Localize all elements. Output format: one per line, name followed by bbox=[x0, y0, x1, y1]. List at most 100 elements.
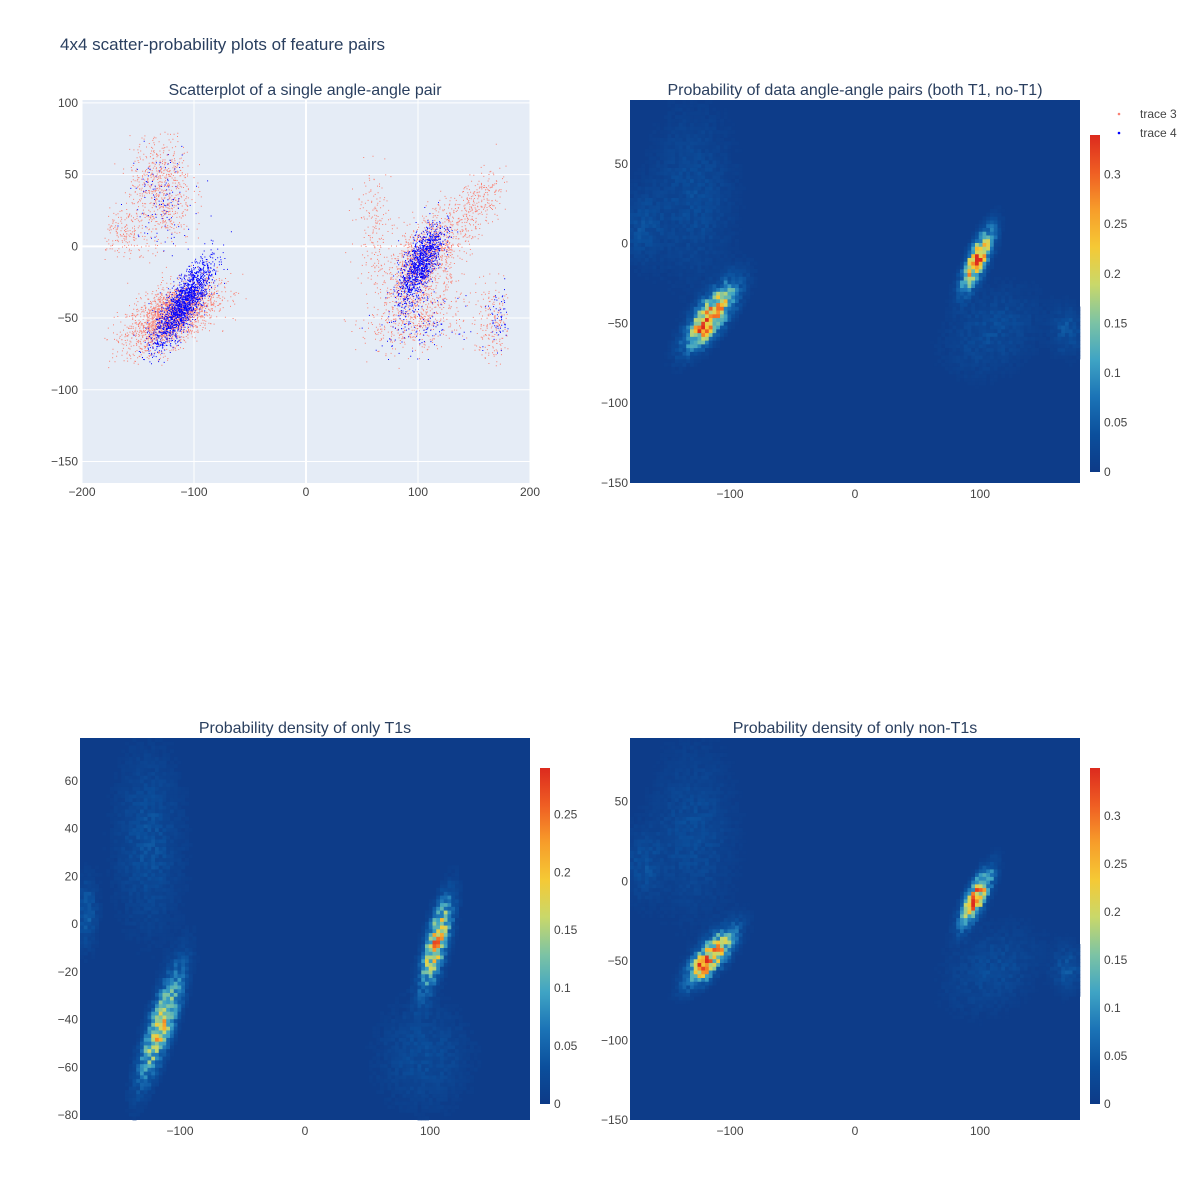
heatmap-cell bbox=[705, 347, 710, 352]
heatmap-cell bbox=[982, 329, 987, 334]
legend-item-trace4[interactable]: trace 4 bbox=[1117, 126, 1177, 140]
heatmap-cell bbox=[166, 1026, 171, 1031]
heatmap-cell bbox=[678, 280, 683, 285]
heatmap-cell bbox=[1053, 351, 1058, 356]
heatmap-cell bbox=[428, 1063, 433, 1068]
heatmap-cell bbox=[155, 996, 160, 1001]
heatmap-cell bbox=[140, 1041, 145, 1046]
heatmap-cell bbox=[667, 160, 672, 165]
heatmap-cell bbox=[686, 205, 691, 210]
heatmap-cell bbox=[667, 272, 672, 277]
heatmap-cell bbox=[978, 302, 983, 307]
heatmap-cell bbox=[1072, 306, 1077, 311]
heatmap-cell bbox=[170, 1026, 175, 1031]
heatmap-cell bbox=[95, 884, 100, 889]
heatmap-cell bbox=[975, 235, 980, 240]
heatmap-cell bbox=[170, 1045, 175, 1050]
heatmap-cell bbox=[188, 951, 193, 956]
heatmap-cell bbox=[963, 250, 968, 255]
heatmap-cell bbox=[682, 133, 687, 138]
heatmap-cell bbox=[136, 1075, 141, 1080]
heatmap-cell bbox=[125, 872, 130, 877]
heatmap-cell bbox=[675, 265, 680, 270]
heatmap-cell bbox=[425, 1000, 430, 1005]
heatmap-cell bbox=[678, 182, 683, 187]
heatmap-cell bbox=[432, 940, 437, 945]
heatmap-cell bbox=[682, 126, 687, 131]
heatmap-cell bbox=[380, 1022, 385, 1027]
heatmap-cell bbox=[693, 302, 698, 307]
scatter-xtick-label: −100 bbox=[180, 485, 207, 499]
heatmap-cell bbox=[720, 299, 725, 304]
heatmap-cell bbox=[155, 865, 160, 870]
heatmap-cell bbox=[682, 231, 687, 236]
heatmap-cell bbox=[428, 1090, 433, 1095]
heatmap-t1-cells[interactable] bbox=[80, 738, 530, 1121]
heatmap-cell bbox=[682, 145, 687, 150]
heatmap-cell bbox=[395, 1041, 400, 1046]
heatmap-cell bbox=[428, 1071, 433, 1076]
heatmap-cell bbox=[162, 839, 167, 844]
heatmap-cell bbox=[686, 212, 691, 217]
heatmap-cell bbox=[140, 1097, 145, 1102]
heatmap-cell bbox=[451, 1015, 456, 1020]
heatmap-cell bbox=[723, 287, 728, 292]
heatmap-cell bbox=[690, 257, 695, 262]
heatmap-cell bbox=[630, 220, 635, 225]
heatmap-cell bbox=[693, 287, 698, 292]
heatmap-cell bbox=[117, 872, 122, 877]
legend: trace 3 trace 4 bbox=[1117, 107, 1177, 140]
heatmap-cell bbox=[986, 321, 991, 326]
legend-item-trace3[interactable]: trace 3 bbox=[1117, 107, 1177, 121]
heatmap-cell bbox=[398, 1090, 403, 1095]
heatmap-cell bbox=[158, 921, 163, 926]
heatmap-cell bbox=[166, 929, 171, 934]
heatmap-cell bbox=[387, 1033, 392, 1038]
heatmap-cell bbox=[723, 223, 728, 228]
heatmap-cell bbox=[971, 344, 976, 349]
heatmap-cell bbox=[967, 325, 972, 330]
heatmap-cell bbox=[158, 771, 163, 776]
heatmap-cell bbox=[682, 103, 687, 108]
heatmap-both-cells[interactable] bbox=[630, 100, 1081, 483]
heatmap-cell bbox=[410, 1060, 415, 1065]
heatmap-cell bbox=[686, 261, 691, 266]
heatmap-cell bbox=[986, 310, 991, 315]
heatmap-cell bbox=[1027, 332, 1032, 337]
heatmap-cell bbox=[731, 175, 736, 180]
heatmap-cell bbox=[410, 966, 415, 971]
heatmap-cell bbox=[971, 253, 976, 258]
heatmap-cell bbox=[80, 951, 85, 956]
heatmap-cell bbox=[671, 250, 676, 255]
heatmap-cell bbox=[971, 280, 976, 285]
heatmap-cell bbox=[365, 1045, 370, 1050]
heatmap-cell bbox=[117, 782, 122, 787]
heatmap-cell bbox=[155, 869, 160, 874]
heatmap-cell bbox=[712, 137, 717, 142]
heatmap-cell bbox=[155, 805, 160, 810]
heatmap-cell bbox=[166, 914, 171, 919]
heatmap-cell bbox=[675, 340, 680, 345]
heatmap-cell bbox=[406, 1071, 411, 1076]
heatmap-cell bbox=[143, 812, 148, 817]
heatmap-cell bbox=[177, 970, 182, 975]
heatmap-cell bbox=[971, 242, 976, 247]
heatmap-cell bbox=[170, 786, 175, 791]
heatmap-cell bbox=[436, 1108, 441, 1113]
heatmap-cell bbox=[372, 1056, 377, 1061]
heatmap-cell bbox=[117, 842, 122, 847]
heatmap-cell bbox=[110, 839, 115, 844]
heatmap-cell bbox=[158, 880, 163, 885]
heatmap-cell bbox=[440, 1108, 445, 1113]
heatmap-cell bbox=[648, 171, 653, 176]
heatmap-cell bbox=[177, 988, 182, 993]
heatmap-cell bbox=[436, 936, 441, 941]
heatmap-cell bbox=[155, 1048, 160, 1053]
heatmap-cell bbox=[671, 156, 676, 161]
heatmap-cell bbox=[1012, 306, 1017, 311]
heatmap-cell bbox=[671, 235, 676, 240]
heatmap-cell bbox=[708, 257, 713, 262]
heatmap-cell bbox=[170, 816, 175, 821]
heatmap-cell bbox=[185, 816, 190, 821]
heatmap-cell bbox=[185, 988, 190, 993]
